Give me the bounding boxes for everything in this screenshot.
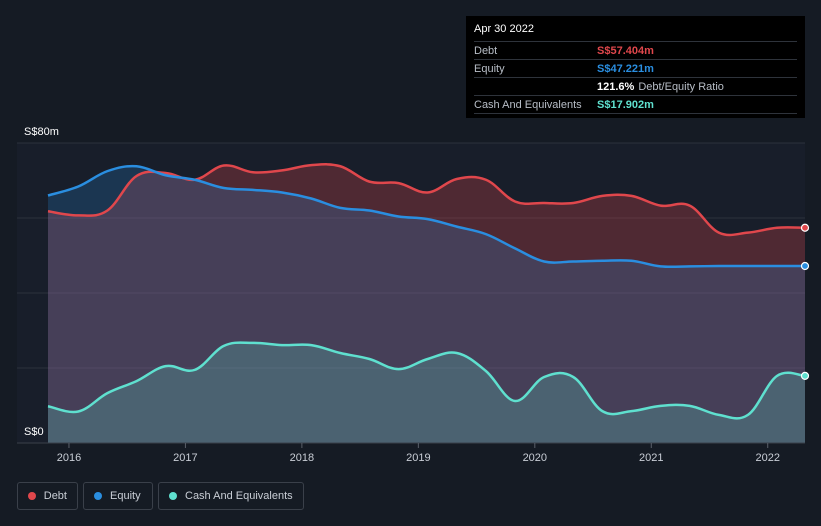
tooltip-debt-row: Debt S$57.404m xyxy=(474,41,797,59)
debt-end-marker xyxy=(800,223,810,232)
tooltip-date: Apr 30 2022 xyxy=(474,23,534,35)
tooltip-debt-label: Debt xyxy=(474,44,498,57)
tooltip-cash-value: S$17.902m xyxy=(597,98,654,111)
legend-debt[interactable]: Debt xyxy=(17,482,78,510)
debt-dot-icon xyxy=(28,492,36,500)
tooltip-debt-value: S$57.404m xyxy=(597,44,654,57)
equity-area xyxy=(48,166,805,444)
x-axis-ticks: 2016 2017 2018 2019 2020 2021 2022 xyxy=(17,442,805,464)
chart-grid xyxy=(17,142,805,444)
x-tick-label: 2016 xyxy=(57,452,81,464)
cash-line xyxy=(47,341,806,420)
equity-dot-icon xyxy=(94,492,102,500)
x-tick-label: 2017 xyxy=(173,452,197,464)
x-tick-label: 2022 xyxy=(755,452,779,464)
chart-areas xyxy=(48,164,805,444)
debt-area xyxy=(48,164,805,444)
equity-line xyxy=(47,164,805,269)
legend-equity[interactable]: Equity xyxy=(83,482,153,510)
tooltip-cash-label: Cash And Equivalents xyxy=(474,98,582,111)
cash-dot-icon xyxy=(169,492,177,500)
tooltip-ratio-row: 121.6% Debt/Equity Ratio xyxy=(474,77,797,95)
debt-line xyxy=(47,163,806,237)
tooltip-equity-row: Equity S$47.221m xyxy=(474,59,797,77)
legend-cash-label: Cash And Equivalents xyxy=(185,490,293,502)
y-axis-top-label: S$80m xyxy=(24,126,59,138)
y-axis-zero-label: S$0 xyxy=(24,426,44,438)
x-tick-label: 2020 xyxy=(523,452,547,464)
tooltip-equity-label: Equity xyxy=(474,62,505,75)
tooltip-equity-value: S$47.221m xyxy=(597,62,654,75)
chart-end-markers xyxy=(800,223,810,380)
chart-lines xyxy=(47,163,806,420)
legend-equity-label: Equity xyxy=(110,490,141,502)
x-tick-label: 2018 xyxy=(290,452,314,464)
legend-cash[interactable]: Cash And Equivalents xyxy=(158,482,304,510)
data-tooltip: Apr 30 2022 Debt S$57.404m Equity S$47.2… xyxy=(466,16,805,118)
cash-area xyxy=(48,342,805,443)
tooltip-cash-row: Cash And Equivalents S$17.902m xyxy=(474,95,797,114)
cash-end-marker xyxy=(800,371,810,380)
tooltip-ratio-label: Debt/Equity Ratio xyxy=(638,80,724,93)
x-tick-label: 2021 xyxy=(639,452,663,464)
x-tick-label: 2019 xyxy=(406,452,430,464)
legend-debt-label: Debt xyxy=(43,490,67,502)
equity-end-marker xyxy=(800,261,810,271)
tooltip-ratio-value: 121.6% xyxy=(597,80,635,93)
